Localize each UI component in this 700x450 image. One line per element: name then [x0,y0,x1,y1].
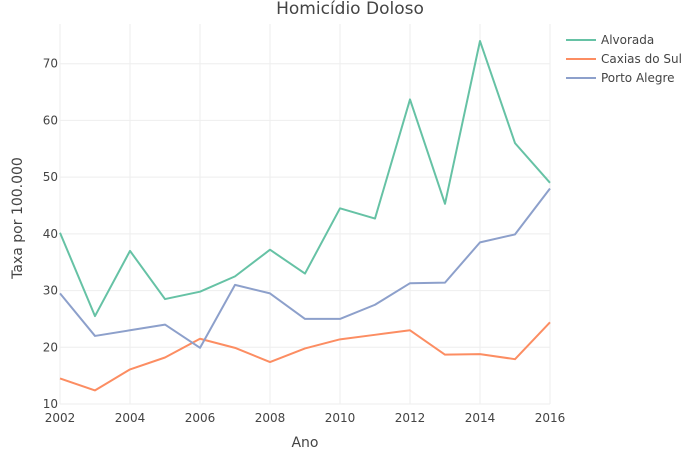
y-tick-label: 50 [43,170,58,184]
legend-label: Porto Alegre [601,71,675,85]
x-axis-title: Ano [291,435,318,450]
x-tick-label: 2010 [325,411,356,425]
series-line-caxias-do-sul [59,321,551,392]
y-axis-title: Taxa por 100.000 [10,157,26,280]
series-line-porto-alegre [59,187,551,349]
y-tick-label: 30 [43,284,58,298]
x-axis-ticks: 2002 2004 2006 2008 2010 2012 2014 2016 [45,411,566,425]
legend-label: Caxias do Sul [601,52,682,66]
y-tick-label: 70 [43,57,58,71]
grid [59,24,551,405]
legend-item-alvorada[interactable]: Alvorada [566,33,654,47]
x-tick-label: 2014 [465,411,496,425]
x-tick-label: 2016 [535,411,566,425]
y-tick-label: 20 [43,340,58,354]
x-tick-label: 2004 [115,411,146,425]
y-tick-label: 10 [43,397,58,411]
x-tick-label: 2012 [395,411,426,425]
legend-item-caxias-do-sul[interactable]: Caxias do Sul [566,52,682,66]
x-tick-label: 2006 [185,411,216,425]
legend-item-porto-alegre[interactable]: Porto Alegre [566,71,675,85]
y-axis-ticks: 10 20 30 40 50 60 70 [43,57,58,411]
y-tick-label: 60 [43,113,58,127]
chart-title: Homicídio Doloso [276,0,424,19]
x-tick-label: 2008 [255,411,286,425]
y-tick-label: 40 [43,227,58,241]
series-lines [59,40,551,392]
x-tick-label: 2002 [45,411,76,425]
legend[interactable]: Alvorada Caxias do Sul Porto Alegre [566,33,682,85]
legend-label: Alvorada [601,33,654,47]
series-line-alvorada [59,40,551,318]
